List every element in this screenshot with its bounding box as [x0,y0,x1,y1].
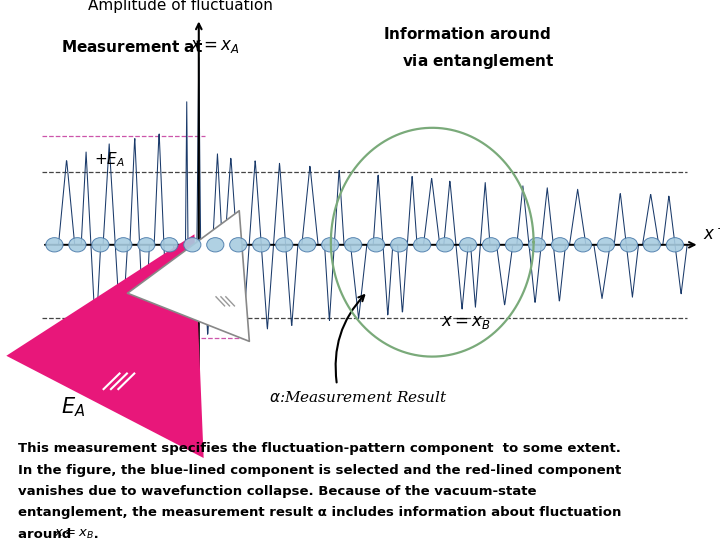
Text: $x = x_A$: $x = x_A$ [189,38,239,55]
Text: Amplitude of fluctuation: Amplitude of fluctuation [89,0,273,14]
Text: $\mathbf{via\ entanglement}$: $\mathbf{via\ entanglement}$ [402,52,554,71]
Ellipse shape [253,238,270,252]
Ellipse shape [598,238,615,252]
Text: $x = x_B$: $x = x_B$ [441,314,491,332]
Ellipse shape [138,238,155,252]
Ellipse shape [413,238,431,252]
Text: $x^+$: $x^+$ [703,224,720,244]
Ellipse shape [230,238,247,252]
Ellipse shape [621,238,637,252]
Ellipse shape [390,238,408,252]
Text: $x = x_B$: $x = x_B$ [55,528,94,540]
Text: $E_A$: $E_A$ [60,396,85,420]
Ellipse shape [91,238,109,252]
Ellipse shape [207,238,224,252]
Ellipse shape [276,238,293,252]
Ellipse shape [552,238,569,252]
Ellipse shape [322,238,339,252]
Ellipse shape [345,238,361,252]
Text: $+E_A$: $+E_A$ [94,150,125,169]
Ellipse shape [161,238,178,252]
Text: This measurement specifies the fluctuation-pattern component  to some extent.: This measurement specifies the fluctuati… [18,442,621,455]
Ellipse shape [643,238,660,252]
Text: entanglement, the measurement result α includes information about fluctuation: entanglement, the measurement result α i… [18,507,621,519]
Text: $\alpha$:Measurement Result: $\alpha$:Measurement Result [269,390,448,406]
Ellipse shape [184,238,201,252]
Ellipse shape [666,238,683,252]
Text: around: around [18,528,76,540]
Ellipse shape [367,238,384,252]
Ellipse shape [505,238,523,252]
Ellipse shape [459,238,477,252]
Ellipse shape [46,238,63,252]
Text: vanishes due to wavefunction collapse. Because of the vacuum-state: vanishes due to wavefunction collapse. B… [18,485,536,498]
Ellipse shape [436,238,454,252]
Ellipse shape [114,238,132,252]
Ellipse shape [575,238,592,252]
Text: $\mathbf{Information\ around}$: $\mathbf{Information\ around}$ [383,26,551,42]
Text: .: . [89,528,99,540]
Ellipse shape [482,238,500,252]
Ellipse shape [69,238,86,252]
Ellipse shape [528,238,546,252]
Text: $\mathbf{Measurement\ at}$: $\mathbf{Measurement\ at}$ [60,39,203,55]
Ellipse shape [299,238,316,252]
Text: In the figure, the blue-lined component is selected and the red-lined component: In the figure, the blue-lined component … [18,464,621,477]
